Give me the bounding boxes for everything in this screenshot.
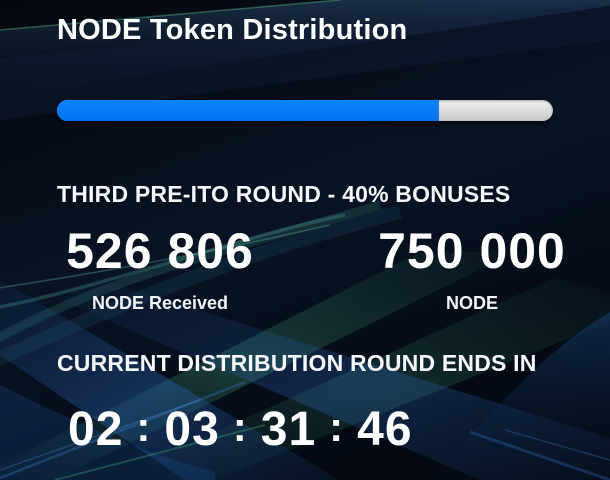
node-received-label: NODE Received (91, 293, 229, 313)
round-heading: THIRD PRE-ITO ROUND - 40% BONUSES (57, 181, 511, 207)
countdown-timer: 02 : 03 : 31 : 46 (68, 403, 413, 456)
node-total-label: NODE (445, 293, 498, 313)
stat-node-total: 750 000 NODE (373, 226, 571, 314)
countdown-minutes: 31 (260, 403, 317, 456)
countdown-separator: : (136, 403, 152, 451)
countdown-separator: : (232, 403, 248, 451)
page-title: NODE Token Distribution (57, 14, 408, 46)
node-received-value: 526 806 (66, 223, 254, 279)
stat-node-received: 526 806 NODE Received (61, 226, 259, 314)
progress-fill (57, 100, 439, 121)
node-total-value: 750 000 (378, 223, 566, 279)
countdown-hours: 03 (164, 403, 220, 456)
countdown-separator: : (329, 403, 345, 451)
countdown-days: 02 (68, 403, 124, 456)
countdown-seconds: 46 (357, 403, 413, 456)
progress-bar (57, 100, 553, 121)
countdown-heading: CURRENT DISTRIBUTION ROUND ENDS IN (57, 350, 537, 376)
round-stats: 526 806 NODE Received 750 000 NODE (57, 226, 565, 318)
